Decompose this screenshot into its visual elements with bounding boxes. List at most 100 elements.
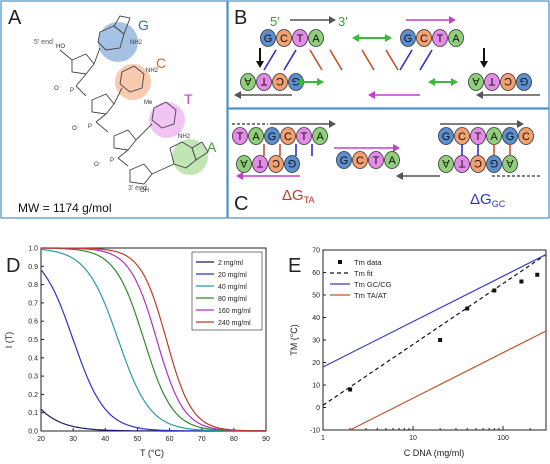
x-tick-label: 80: [230, 436, 238, 443]
base-letter: T: [488, 75, 495, 87]
y-tick-label: 1.0: [28, 246, 38, 253]
base-letter: T: [301, 131, 308, 143]
base-bead-G: [264, 127, 280, 145]
base-letter: T: [260, 75, 267, 87]
panel-c-label: C: [234, 193, 248, 215]
base-bead-C: [352, 151, 368, 169]
y-tick-label: 0.8: [28, 282, 38, 289]
x-tick-label: 100: [497, 435, 509, 442]
plot-e-xlabel: C DNA (mg/ml): [404, 448, 465, 458]
series-line-Tm-fit: [322, 254, 547, 406]
base-letter: C: [420, 33, 428, 45]
base-letter: T: [256, 157, 263, 169]
base-letter: A: [312, 33, 320, 45]
svg-text:P: P: [88, 124, 92, 130]
y-tick-label: -10: [310, 428, 320, 435]
base-letter: T: [237, 131, 244, 143]
base-letter: G: [404, 33, 413, 45]
legend-label: 240 mg/ml: [218, 320, 251, 327]
base-letter: G: [292, 75, 301, 87]
legend-label: 2 mg/ml: [218, 260, 243, 267]
x-tick-label: 40: [101, 436, 109, 443]
data-point: [438, 338, 443, 342]
base-c-highlight: [115, 64, 151, 100]
legend-label: 160 mg/ml: [218, 308, 251, 315]
svg-text:P: P: [110, 158, 114, 164]
svg-text:O⁻: O⁻: [54, 86, 62, 92]
data-point: [535, 272, 540, 277]
base-letter: A: [442, 157, 450, 169]
base-letter: G: [288, 157, 297, 169]
svg-text:OH: OH: [140, 188, 149, 194]
base-letter: C: [356, 155, 364, 167]
base-letter: A: [506, 157, 514, 169]
three-prime-label: 3′: [338, 14, 348, 29]
base-bead-A: [236, 155, 252, 173]
data-point: [465, 306, 470, 311]
legend-swatch: [338, 260, 342, 264]
delta-g-gc-label: ΔGGC: [470, 191, 506, 209]
legend-box: [191, 251, 263, 331]
plot-e-series: [322, 253, 547, 431]
base-letter: A: [388, 155, 396, 167]
legend-label: Tm TA/AT: [354, 291, 387, 300]
pairing-arrows-c: [263, 144, 511, 156]
base-letter: C: [522, 131, 530, 143]
base-bead-T: [484, 73, 500, 91]
legend-label: 80 mg/ml: [218, 296, 247, 303]
base-letter: A: [244, 75, 252, 87]
svg-text:O⁻: O⁻: [94, 162, 102, 168]
base-bead-T: [256, 73, 272, 91]
base-letter: A: [252, 131, 260, 143]
data-point: [519, 279, 524, 284]
plot-e-legend: Tm data Tm fit Tm GC/CG Tm TA/AT: [330, 258, 392, 300]
plot-d-series: [40, 247, 266, 432]
base-letter: G: [442, 131, 451, 143]
base-letter: C: [458, 131, 466, 143]
base-bead-A: [240, 73, 256, 91]
panel-b-label: B: [234, 7, 247, 29]
svg-text:NH2: NH2: [146, 68, 159, 74]
base-letter: G: [506, 131, 515, 143]
svg-text:NH2: NH2: [130, 40, 143, 46]
panel-d: D 20 30 40 50 60 70 80 90 0.0 0.1 0.2 0.3 0.4 0.5 0.6 0…: [4, 246, 270, 459]
molecular-weight: MW = 1174 g/mol: [18, 201, 111, 215]
data-point: [348, 387, 353, 392]
base-bead-A: [384, 151, 400, 169]
base-letter: G: [264, 33, 273, 45]
base-letter: C: [284, 131, 292, 143]
base-bead-T: [432, 29, 448, 47]
y-tick-label: 0.4: [28, 355, 38, 362]
base-bead-T: [296, 127, 312, 145]
legend-label: 40 mg/ml: [218, 284, 247, 291]
y-tick-label: 0.9: [28, 264, 38, 271]
base-g-letter: G: [138, 17, 149, 33]
x-tick-label: 60: [166, 436, 174, 443]
base-letter: C: [280, 33, 288, 45]
base-bead-A: [312, 127, 328, 145]
base-a-letter: A: [207, 139, 217, 155]
delta-g-ta-label: ΔGTA: [282, 187, 315, 205]
base-bead-A: [438, 155, 454, 173]
legend-label: Tm GC/CG: [354, 280, 392, 289]
base-bead-T: [292, 29, 308, 47]
base-letter: A: [490, 131, 498, 143]
base-letter: G: [490, 157, 499, 169]
svg-text:HO: HO: [56, 44, 65, 50]
x-tick-label: 70: [198, 436, 206, 443]
panel-a-label: A: [8, 7, 22, 29]
base-bead-T: [232, 127, 248, 145]
y-tick-label: 10: [312, 383, 320, 390]
plot-d-legend: 2 mg/ml 20 mg/ml 40 mg/ml 80 mg/ml 160 mg/ml…: [191, 251, 263, 331]
y-tick-label: 50: [312, 293, 320, 300]
base-letter: A: [452, 33, 460, 45]
base-g-highlight: [98, 22, 138, 62]
base-bead-C: [268, 155, 284, 173]
x-tick-label: 50: [134, 436, 142, 443]
